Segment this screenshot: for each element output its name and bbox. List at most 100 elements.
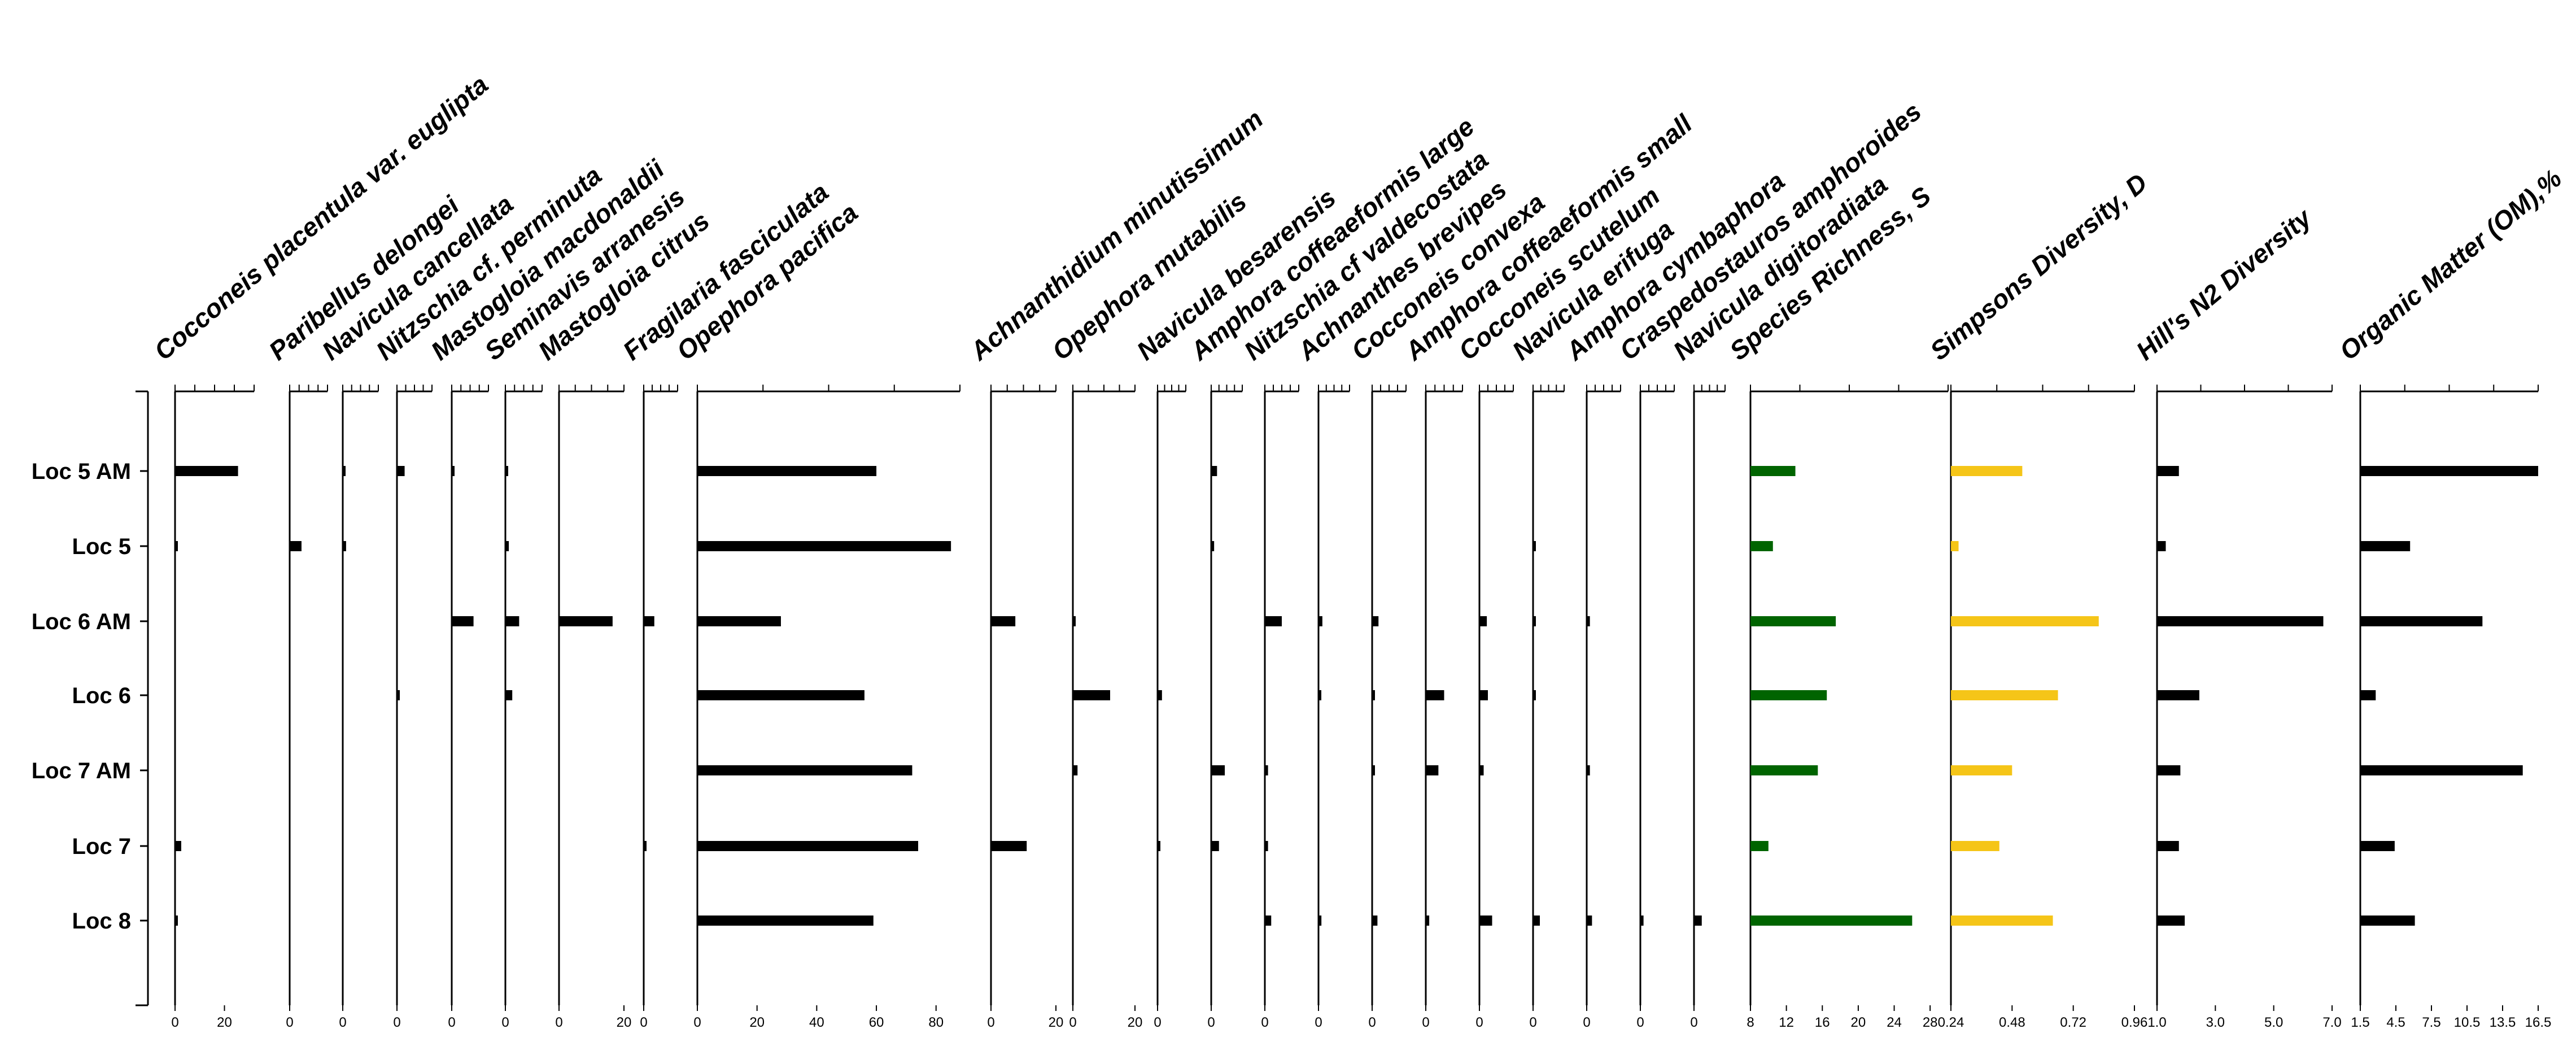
bar	[1479, 616, 1487, 626]
bar	[2157, 690, 2199, 700]
bar	[1750, 765, 1818, 775]
bar	[697, 841, 919, 851]
bar	[1265, 841, 1268, 851]
bar	[991, 616, 1016, 626]
bar	[1951, 841, 1999, 851]
bar	[1211, 765, 1225, 775]
bar	[505, 616, 519, 626]
bar	[1265, 916, 1272, 926]
tick-label: 20	[217, 1015, 232, 1030]
bar	[2360, 466, 2538, 476]
tick-label: 20	[1128, 1015, 1143, 1030]
bar	[1533, 616, 1536, 626]
bar	[1372, 616, 1379, 626]
bar	[505, 541, 509, 551]
bar	[1951, 765, 2012, 775]
bar	[1372, 765, 1375, 775]
bar	[1426, 765, 1439, 775]
tick-label: 0	[1636, 1015, 1644, 1030]
tick-label: 0	[1690, 1015, 1697, 1030]
tick-label: 0	[1261, 1015, 1268, 1030]
bar	[1694, 916, 1702, 926]
tick-label: 16	[1815, 1015, 1830, 1030]
row-label: Loc 5 AM	[32, 459, 131, 484]
tick-label: 5.0	[2264, 1015, 2283, 1030]
bar	[2360, 916, 2415, 926]
bar	[1265, 616, 1282, 626]
tick-label: 12	[1779, 1015, 1794, 1030]
panel-title: Hill's N2 Diversity	[2130, 202, 2318, 366]
bar	[1211, 541, 1215, 551]
bar	[2360, 841, 2395, 851]
bar	[1750, 916, 1913, 926]
bar	[991, 841, 1027, 851]
tick-label: 0	[1368, 1015, 1376, 1030]
tick-label: 0	[1315, 1015, 1322, 1030]
tick-label: 40	[809, 1015, 824, 1030]
tick-label: 60	[869, 1015, 884, 1030]
bar	[1587, 765, 1590, 775]
left-axis	[136, 390, 149, 1006]
bar	[1372, 916, 1378, 926]
bar	[1479, 690, 1488, 700]
tick-label: 0	[339, 1015, 346, 1030]
bar	[175, 541, 178, 551]
bar	[1426, 690, 1444, 700]
bar	[697, 690, 865, 700]
bar	[2157, 466, 2179, 476]
bar	[1318, 616, 1322, 626]
bar	[697, 541, 951, 551]
tick-label: 0.96	[2121, 1015, 2148, 1030]
bar	[1750, 690, 1827, 700]
row-label: Loc 7 AM	[32, 758, 131, 783]
bar	[1750, 466, 1796, 476]
tick-label: 10.5	[2454, 1015, 2481, 1030]
bar	[1951, 616, 2099, 626]
bar	[1750, 841, 1769, 851]
tick-label: 3.0	[2206, 1015, 2225, 1030]
tick-label: 7.5	[2422, 1015, 2440, 1030]
bar	[175, 466, 238, 476]
row-label: Loc 8	[72, 909, 131, 934]
bar	[697, 765, 912, 775]
bar	[1951, 466, 2023, 476]
bar	[452, 616, 474, 626]
panel-title: Simpsons Diversity, D	[1924, 168, 2153, 366]
bar	[1318, 916, 1322, 926]
tick-label: 80	[928, 1015, 944, 1030]
bar	[697, 916, 874, 926]
panel: 1.5 4.5 7.5 10.5 13.5 16.5 Organic Matter (OM)…	[2334, 163, 2567, 1030]
tick-label: 20	[1049, 1015, 1064, 1030]
bar	[1265, 765, 1268, 775]
bar	[2360, 541, 2411, 551]
tick-label: 7.0	[2322, 1015, 2341, 1030]
bar	[2360, 765, 2523, 775]
bar	[505, 690, 513, 700]
tick-label: 16.5	[2525, 1015, 2552, 1030]
bar	[1158, 690, 1162, 700]
bar	[1158, 841, 1160, 851]
tick-label: 28	[1923, 1015, 1938, 1030]
bar	[1951, 690, 2058, 700]
tick-label: 4.5	[2386, 1015, 2405, 1030]
bar	[559, 616, 613, 626]
bar	[1533, 916, 1540, 926]
bar	[343, 466, 346, 476]
bar	[452, 466, 455, 476]
bar	[2360, 616, 2483, 626]
bar	[2157, 916, 2185, 926]
bar	[175, 916, 178, 926]
bar	[1951, 541, 1959, 551]
bar	[343, 541, 346, 551]
bar	[397, 466, 405, 476]
bar	[1750, 616, 1836, 626]
tick-label: 13.5	[2490, 1015, 2516, 1030]
tick-label: 20	[749, 1015, 765, 1030]
bar	[2157, 616, 2324, 626]
bar	[1587, 916, 1592, 926]
tick-label: 8	[1747, 1015, 1754, 1030]
